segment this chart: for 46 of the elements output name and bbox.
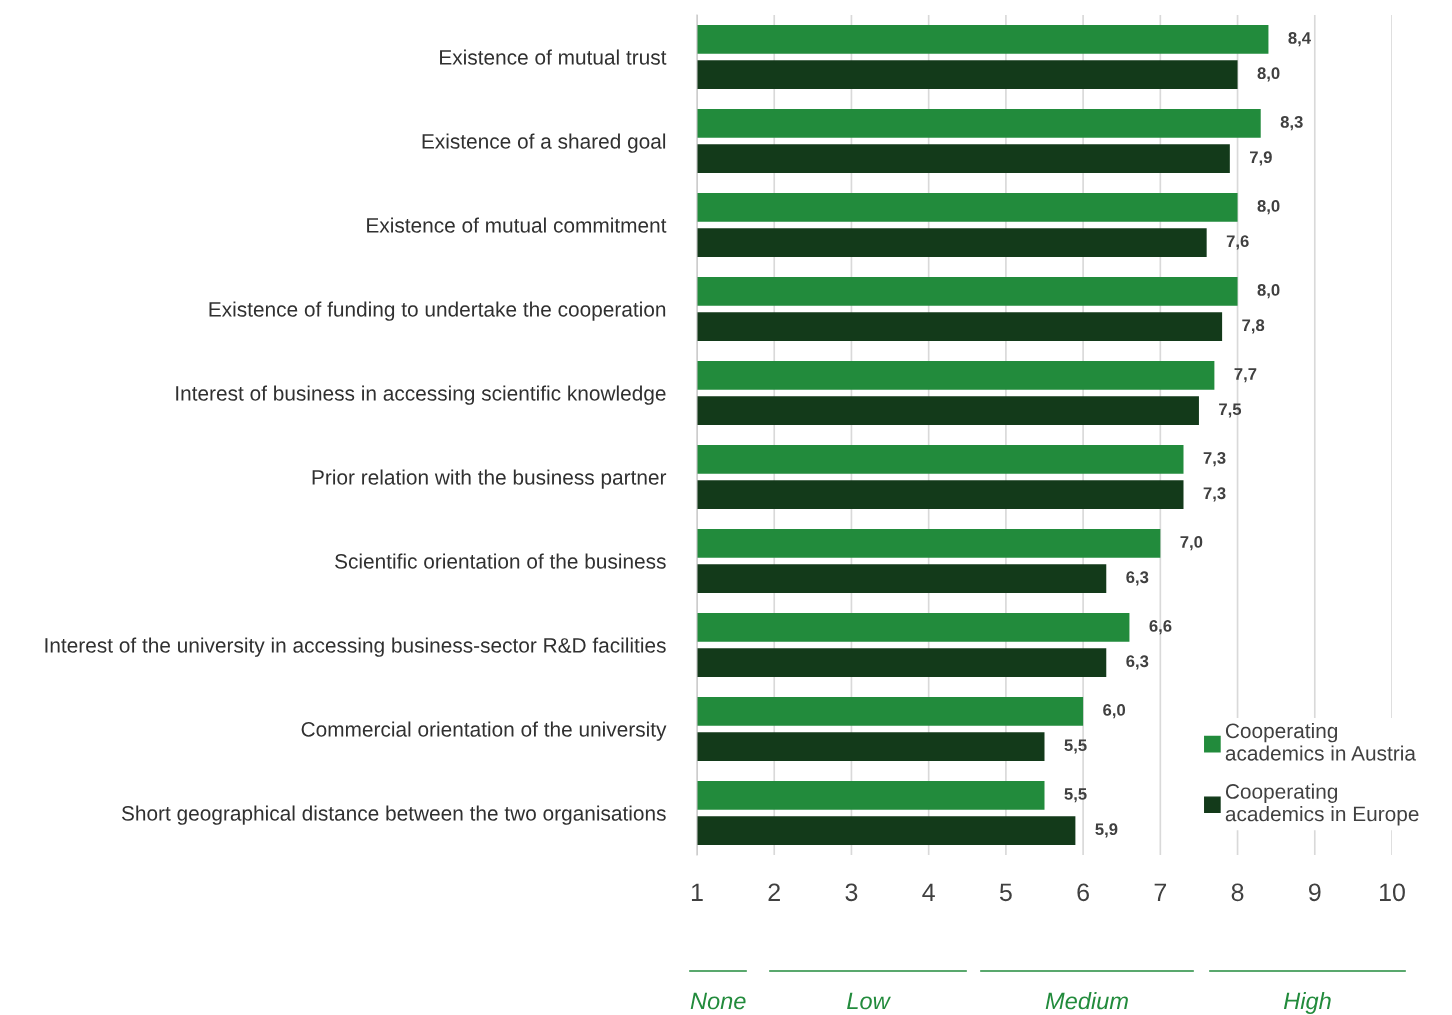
data-label: 6,6 — [1149, 620, 1172, 635]
y-tick-label: Prior relation with the business partner — [312, 469, 667, 489]
x-tick-label: 7 — [1154, 883, 1167, 901]
data-label: 7,5 — [1219, 403, 1242, 418]
y-tick-label: Existence of funding to undertake the cooperation — [209, 301, 666, 321]
data-label: 6,3 — [1126, 655, 1149, 670]
text: High — [1283, 991, 1331, 1015]
text: None — [690, 992, 746, 1010]
data-label: 7,8 — [1242, 319, 1265, 334]
y-tick-label: Existence of a shared goal — [422, 133, 666, 153]
data-label: 7,7 — [1234, 368, 1257, 383]
data-label: 8,0 — [1257, 284, 1280, 299]
y-tick-label: Existence of mutual commitment — [367, 217, 667, 233]
data-label: 7,0 — [1180, 536, 1203, 551]
y-tick-label: Short geographical distance between the two organisations — [121, 805, 666, 825]
x-tick-label: 6 — [1077, 883, 1089, 902]
y-tick-label: Existence of mutual trust — [440, 49, 667, 65]
y-tick-label: Interest of the university in accessing business-sector R&D facilities — [45, 637, 666, 657]
x-tick-label: 9 — [1309, 883, 1321, 902]
data-label: 6,3 — [1126, 571, 1149, 586]
data-label: 5,5 — [1064, 739, 1087, 754]
data-label: 8,3 — [1280, 116, 1303, 131]
data-label: 8,4 — [1288, 32, 1311, 47]
legend-label: Cooperating academics in Austria — [1225, 722, 1416, 761]
data-label: 6,0 — [1103, 704, 1126, 719]
data-label: 5,9 — [1095, 823, 1118, 838]
text: Medium — [1045, 991, 1128, 1010]
data-label: 7,6 — [1226, 235, 1249, 250]
x-tick-label: 1 — [691, 883, 703, 901]
legend-label: Cooperating academics in Europe — [1225, 783, 1419, 826]
x-tick-label: 3 — [845, 883, 858, 902]
text: Low — [847, 992, 891, 1010]
x-tick-label: 10 — [1380, 883, 1405, 902]
x-tick-label: 2 — [768, 883, 780, 901]
y-tick-label: Interest of business in accessing scientific knowledge — [176, 385, 666, 405]
x-tick-label: 8 — [1231, 883, 1244, 902]
y-tick-label: Scientific orientation of the business — [335, 553, 666, 569]
data-label: 7,3 — [1203, 452, 1226, 467]
x-tick-label: 5 — [999, 883, 1012, 902]
data-label: 5,5 — [1064, 788, 1087, 803]
data-label: 8,0 — [1257, 200, 1280, 215]
y-tick-label: Commercial orientation of the university — [301, 721, 667, 741]
data-label: 7,3 — [1203, 487, 1226, 502]
data-label: 7,9 — [1249, 151, 1272, 166]
x-tick-label: 4 — [922, 883, 935, 901]
data-label: 8,0 — [1257, 67, 1280, 82]
